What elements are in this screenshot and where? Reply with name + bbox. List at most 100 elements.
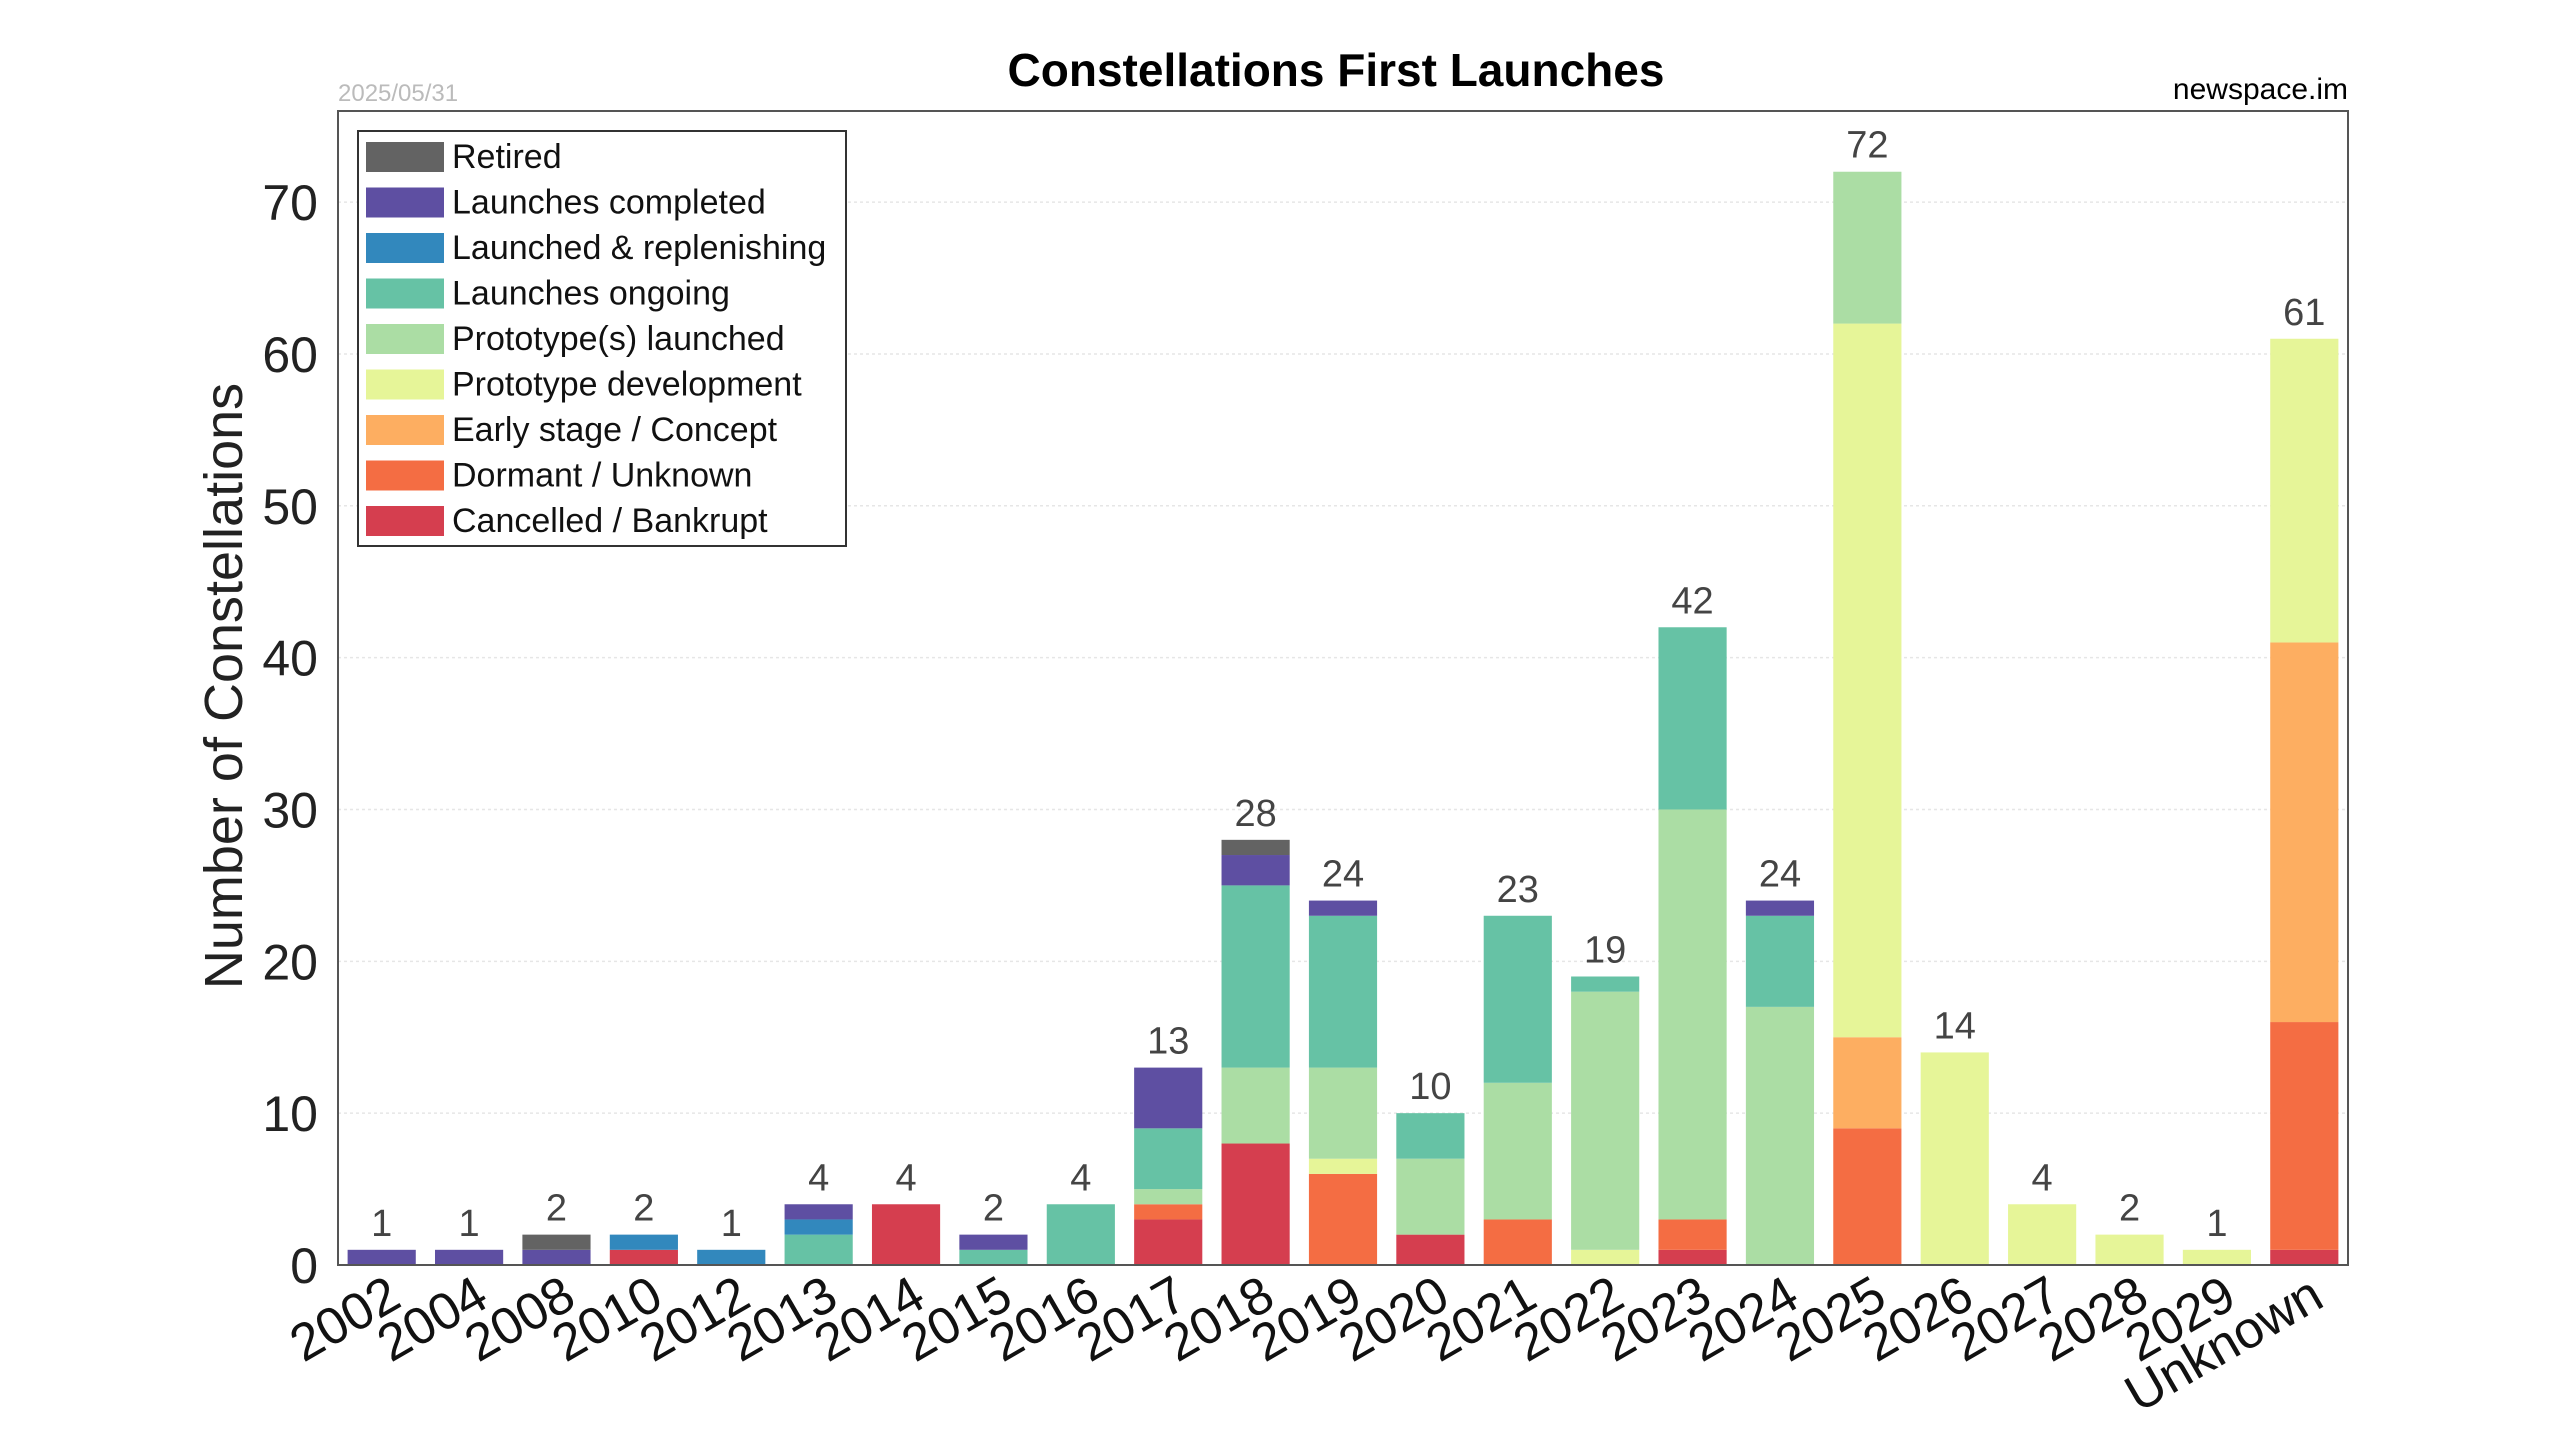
- y-tick-label: 70: [262, 175, 318, 231]
- bar-segment: [2270, 338, 2339, 643]
- bar-segment: [1658, 809, 1727, 1220]
- bar-total-label: 1: [371, 1203, 392, 1245]
- y-ticks: 0 10 20 30 40 50 60 70: [262, 175, 318, 1294]
- legend-swatch: [366, 506, 444, 536]
- bar-total-label: 14: [1934, 1005, 1976, 1047]
- bar-segment: [784, 1204, 853, 1220]
- bar-total-label: 1: [721, 1203, 742, 1245]
- bar-segment: [784, 1234, 853, 1265]
- bar-total-label: 24: [1759, 854, 1801, 896]
- bar-segment: [1221, 1067, 1290, 1144]
- bar-total-label: 2: [2119, 1188, 2140, 1230]
- bar-total-label: 1: [459, 1203, 480, 1245]
- y-tick-label: 40: [262, 631, 318, 687]
- bars: [347, 171, 2339, 1265]
- y-axis-label: Number of Constellations: [194, 383, 254, 989]
- bar-total-label: 19: [1584, 930, 1626, 972]
- bar-segment: [871, 1204, 941, 1265]
- bar-segment: [959, 1249, 1028, 1265]
- date-stamp: 2025/05/31: [338, 80, 458, 107]
- bar-total-label: 4: [895, 1157, 916, 1199]
- bar-segment: [1833, 1128, 1902, 1265]
- x-ticks: 2002200420082010201220132014201520162017…: [281, 1265, 2333, 1424]
- bar-total-label: 4: [2032, 1157, 2053, 1199]
- bar-segment: [2270, 1249, 2339, 1265]
- legend-swatch: [366, 460, 444, 491]
- bar-segment: [1046, 1204, 1115, 1265]
- bar-total-label: 23: [1497, 869, 1539, 911]
- bar-total-label: 24: [1322, 854, 1364, 896]
- bar-total-label: 4: [808, 1157, 829, 1199]
- legend-swatch: [366, 278, 444, 309]
- bar-total-label: 2: [633, 1188, 654, 1230]
- source-label: newspace.im: [2173, 73, 2348, 106]
- bar-segment: [1308, 1173, 1378, 1265]
- bar-segment: [1658, 627, 1727, 810]
- bar-total-label: 42: [1671, 580, 1713, 622]
- bar-segment: [1483, 915, 1552, 1083]
- bar-segment: [1571, 991, 1640, 1250]
- bar-segment: [1134, 1189, 1203, 1205]
- bar-segment: [1396, 1234, 1465, 1265]
- bar-segment: [959, 1234, 1028, 1250]
- bar-segment: [1221, 855, 1290, 886]
- bar-segment: [1745, 1006, 1815, 1265]
- bar-segment: [1745, 915, 1815, 1007]
- y-tick-label: 50: [262, 479, 318, 535]
- bar-segment: [1134, 1067, 1203, 1129]
- bar-segment: [1221, 1143, 1290, 1265]
- bar-segment: [1571, 976, 1640, 992]
- plot-frame: [337, 110, 2349, 1266]
- y-tick-label: 20: [262, 934, 318, 990]
- chart-title: Constellations First Launches: [1008, 44, 1665, 96]
- y-tick-label: 30: [262, 782, 318, 838]
- bar-total-label: 2: [983, 1188, 1004, 1230]
- bar-segment: [1308, 1067, 1378, 1159]
- bar-segment: [2182, 1249, 2251, 1265]
- legend-label: Prototype development: [452, 366, 802, 404]
- bar-segment: [2095, 1234, 2164, 1265]
- bar-segment: [609, 1234, 678, 1250]
- bar-segment: [1658, 1219, 1727, 1250]
- bar-segment: [1221, 885, 1290, 1068]
- bar-total-label: 13: [1147, 1021, 1189, 1063]
- bar-segment: [1134, 1204, 1203, 1220]
- legend-label: Prototype(s) launched: [452, 320, 785, 358]
- bar-segment: [1308, 915, 1378, 1068]
- legend-label: Retired: [452, 138, 562, 176]
- bar-total-label: 1: [2206, 1203, 2227, 1245]
- bar-segment: [2270, 642, 2339, 1023]
- bar-segment: [522, 1249, 591, 1265]
- bar-segment: [1745, 900, 1815, 916]
- bar-segment: [522, 1234, 591, 1250]
- bar-segment: [1833, 1037, 1902, 1129]
- bar-total-label: 4: [1070, 1157, 1091, 1199]
- bar-segment: [347, 1249, 416, 1265]
- legend-label: Dormant / Unknown: [452, 457, 752, 495]
- legend-swatch: [366, 324, 444, 354]
- y-tick-label: 10: [262, 1086, 318, 1142]
- bar-total-label: 10: [1409, 1066, 1451, 1108]
- bar-segment: [1221, 839, 1290, 856]
- bar-segment: [1396, 1113, 1465, 1159]
- bar-segment: [1134, 1128, 1203, 1190]
- bar-total-label: 28: [1234, 793, 1276, 835]
- legend-label: Launched & replenishing: [452, 229, 826, 267]
- legend-swatch: [366, 233, 444, 263]
- y-tick-label: 0: [290, 1238, 318, 1294]
- bar-segment: [1658, 1249, 1727, 1265]
- legend: Retired Launches completed Launched & repl…: [357, 130, 847, 547]
- bar-segment: [697, 1249, 766, 1265]
- legend-label: Launches completed: [452, 184, 766, 222]
- legend-swatch: [366, 142, 444, 172]
- bar-segment: [1571, 1249, 1640, 1265]
- legend-swatch: [366, 369, 444, 400]
- bar-segment: [1396, 1158, 1465, 1235]
- bar-segment: [784, 1219, 853, 1235]
- legend-swatch: [366, 187, 444, 218]
- bar-segment: [1308, 1158, 1378, 1174]
- bar-segment: [1483, 1219, 1552, 1265]
- bar-segment: [1833, 323, 1902, 1038]
- bar-segment: [1134, 1219, 1203, 1265]
